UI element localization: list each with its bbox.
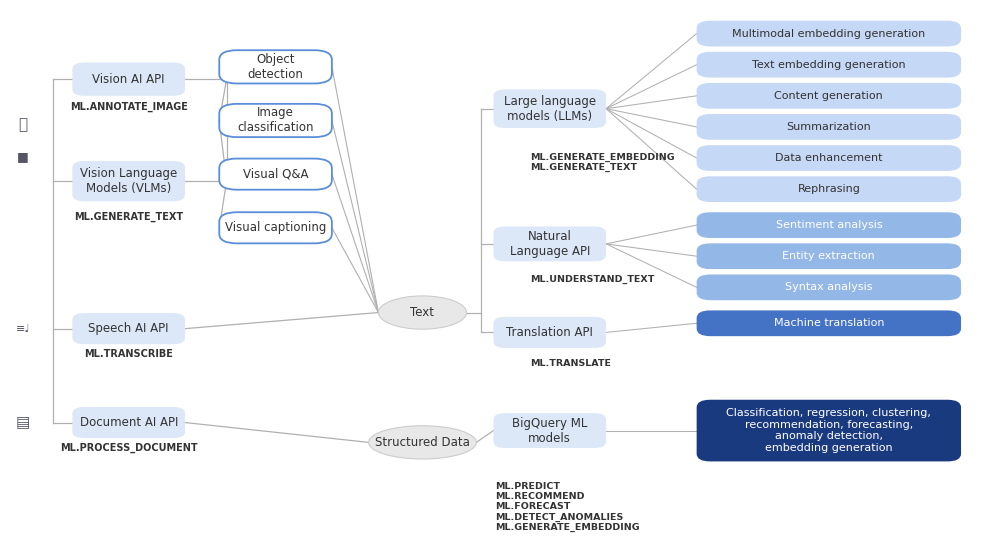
Text: ■: ■ bbox=[17, 151, 28, 163]
Ellipse shape bbox=[378, 296, 466, 329]
FancyBboxPatch shape bbox=[219, 212, 332, 244]
FancyBboxPatch shape bbox=[696, 21, 961, 46]
FancyBboxPatch shape bbox=[696, 114, 961, 140]
FancyBboxPatch shape bbox=[73, 313, 185, 344]
Text: Vision AI API: Vision AI API bbox=[92, 73, 165, 86]
Text: ▤: ▤ bbox=[16, 415, 30, 430]
Text: ML.UNDERSTAND_TEXT: ML.UNDERSTAND_TEXT bbox=[530, 275, 655, 284]
Text: ML.GENERATE_TEXT: ML.GENERATE_TEXT bbox=[74, 212, 184, 222]
Text: ML.TRANSCRIBE: ML.TRANSCRIBE bbox=[84, 349, 173, 359]
Text: Entity extraction: Entity extraction bbox=[783, 251, 875, 261]
Text: Content generation: Content generation bbox=[775, 91, 883, 101]
FancyBboxPatch shape bbox=[219, 50, 332, 84]
Text: Classification, regression, clustering,
recommendation, forecasting,
anomaly det: Classification, regression, clustering, … bbox=[727, 408, 931, 453]
Text: ML.ANNOTATE_IMAGE: ML.ANNOTATE_IMAGE bbox=[70, 102, 188, 112]
Text: Object
detection: Object detection bbox=[247, 53, 303, 81]
FancyBboxPatch shape bbox=[493, 317, 606, 348]
Text: Text: Text bbox=[410, 306, 434, 319]
FancyBboxPatch shape bbox=[696, 244, 961, 269]
Text: Vision Language
Models (VLMs): Vision Language Models (VLMs) bbox=[81, 167, 178, 195]
Text: BigQuery ML
models: BigQuery ML models bbox=[512, 417, 587, 444]
FancyBboxPatch shape bbox=[493, 227, 606, 262]
FancyBboxPatch shape bbox=[696, 176, 961, 202]
Text: Visual Q&A: Visual Q&A bbox=[243, 168, 308, 181]
Text: Large language
models (LLMs): Large language models (LLMs) bbox=[504, 94, 596, 123]
Text: Syntax analysis: Syntax analysis bbox=[785, 282, 873, 292]
Text: ML.GENERATE_EMBEDDING
ML.GENERATE_TEXT: ML.GENERATE_EMBEDDING ML.GENERATE_TEXT bbox=[530, 153, 675, 173]
FancyBboxPatch shape bbox=[696, 52, 961, 78]
FancyBboxPatch shape bbox=[696, 311, 961, 336]
FancyBboxPatch shape bbox=[219, 104, 332, 137]
FancyBboxPatch shape bbox=[73, 407, 185, 438]
Text: Speech AI API: Speech AI API bbox=[88, 322, 169, 335]
FancyBboxPatch shape bbox=[696, 275, 961, 300]
FancyBboxPatch shape bbox=[73, 161, 185, 201]
FancyBboxPatch shape bbox=[493, 413, 606, 448]
Ellipse shape bbox=[368, 426, 476, 459]
Text: ML.PREDICT
ML.RECOMMEND
ML.FORECAST
ML.DETECT_ANOMALIES
ML.GENERATE_EMBEDDING: ML.PREDICT ML.RECOMMEND ML.FORECAST ML.D… bbox=[495, 482, 639, 532]
FancyBboxPatch shape bbox=[493, 90, 606, 128]
FancyBboxPatch shape bbox=[73, 63, 185, 96]
Text: ML.PROCESS_DOCUMENT: ML.PROCESS_DOCUMENT bbox=[60, 443, 197, 453]
Text: ⛰: ⛰ bbox=[19, 117, 27, 132]
FancyBboxPatch shape bbox=[696, 400, 961, 461]
Text: Data enhancement: Data enhancement bbox=[775, 153, 883, 163]
Text: Visual captioning: Visual captioning bbox=[225, 221, 326, 234]
FancyBboxPatch shape bbox=[696, 212, 961, 238]
Text: Rephrasing: Rephrasing bbox=[797, 184, 860, 194]
Text: Document AI API: Document AI API bbox=[80, 416, 178, 429]
Text: ≡♩: ≡♩ bbox=[16, 324, 30, 334]
Text: Sentiment analysis: Sentiment analysis bbox=[776, 220, 882, 230]
Text: Natural
Language API: Natural Language API bbox=[510, 230, 590, 258]
FancyBboxPatch shape bbox=[219, 158, 332, 189]
Text: Image
classification: Image classification bbox=[238, 106, 314, 134]
Text: Text embedding generation: Text embedding generation bbox=[752, 60, 905, 70]
FancyBboxPatch shape bbox=[696, 145, 961, 171]
Text: Structured Data: Structured Data bbox=[375, 436, 470, 449]
Text: Multimodal embedding generation: Multimodal embedding generation bbox=[733, 28, 925, 39]
FancyBboxPatch shape bbox=[696, 83, 961, 109]
Text: Translation API: Translation API bbox=[507, 326, 593, 339]
Text: ML.TRANSLATE: ML.TRANSLATE bbox=[530, 359, 611, 368]
Text: Machine translation: Machine translation bbox=[774, 318, 884, 328]
Text: Summarization: Summarization bbox=[787, 122, 871, 132]
